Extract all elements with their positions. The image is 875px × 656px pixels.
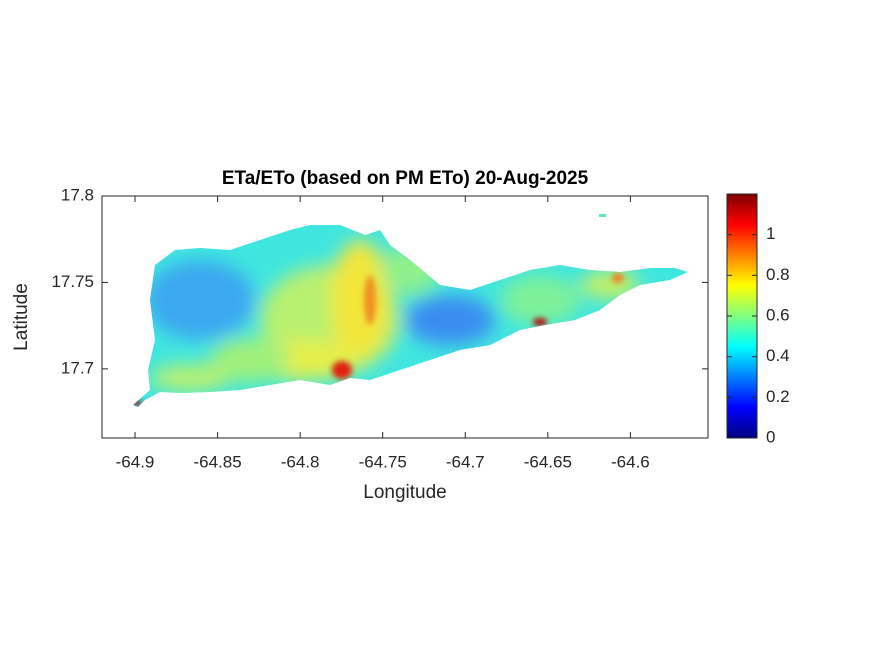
x-tick-label: -64.75 bbox=[359, 452, 407, 471]
colorbar-tick-label: 0.6 bbox=[766, 305, 790, 324]
colorbar-tick-label: 0.8 bbox=[766, 265, 790, 284]
colorbar-tick-label: 0 bbox=[766, 427, 775, 446]
y-tick-label: 17.7 bbox=[61, 358, 94, 377]
x-axis-label: Longitude bbox=[363, 482, 446, 503]
chart-title: ETa/ETo (based on PM ETo) 20-Aug-2025 bbox=[222, 168, 589, 189]
x-tick-label: -64.8 bbox=[281, 452, 320, 471]
y-tick-label: 17.75 bbox=[51, 272, 94, 291]
islet bbox=[599, 214, 606, 217]
y-axis-label: Latitude bbox=[11, 283, 32, 351]
colorbar-tick-label: 0.2 bbox=[766, 387, 790, 406]
x-tick-label: -64.9 bbox=[116, 452, 155, 471]
colorbar-tick-label: 0.4 bbox=[766, 346, 790, 365]
x-tick-label: -64.6 bbox=[611, 452, 650, 471]
colorbar-tick-label: 1 bbox=[766, 224, 775, 243]
x-tick-label: -64.65 bbox=[524, 452, 572, 471]
x-tick-label: -64.85 bbox=[193, 452, 241, 471]
x-tick-label: -64.7 bbox=[446, 452, 485, 471]
axes-box bbox=[101, 195, 709, 439]
y-tick-label: 17.8 bbox=[61, 185, 94, 204]
